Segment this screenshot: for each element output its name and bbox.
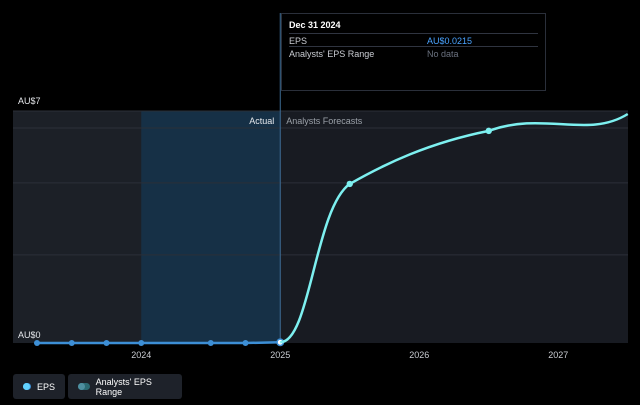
forecast-line bbox=[279, 112, 629, 344]
tooltip-date: Dec 31 2024 bbox=[289, 20, 341, 30]
eps-point bbox=[207, 340, 214, 346]
hover-tooltip: Dec 31 2024 EPS AU$0.0215 Analysts' EPS … bbox=[281, 13, 546, 91]
tooltip-row-eps: EPS AU$0.0215 bbox=[289, 33, 538, 47]
tooltip-row-range: Analysts' EPS Range No data bbox=[289, 46, 538, 60]
forecast-point bbox=[346, 180, 353, 188]
eps-swatch-icon bbox=[23, 383, 31, 390]
eps-point bbox=[138, 340, 145, 346]
x-tick-label: 2026 bbox=[409, 350, 429, 360]
forecast-label: Analysts Forecasts bbox=[286, 116, 363, 126]
highlight-band bbox=[141, 111, 281, 343]
eps-point bbox=[103, 340, 110, 346]
legend-label-range: Analysts' EPS Range bbox=[95, 376, 152, 397]
y-tick-label: AU$0 bbox=[18, 330, 41, 340]
tooltip-label-range: Analysts' EPS Range bbox=[289, 49, 375, 59]
x-tick-label: 2027 bbox=[548, 350, 568, 360]
range-swatch-icon bbox=[78, 383, 90, 390]
legend-item-range[interactable]: Analysts' EPS Range bbox=[68, 374, 182, 399]
legend-label-eps: EPS bbox=[36, 381, 55, 392]
tooltip-value-range: No data bbox=[427, 49, 459, 59]
actual-label: Actual bbox=[249, 116, 274, 126]
eps-point bbox=[68, 340, 75, 346]
x-tick-label: 2025 bbox=[270, 350, 290, 360]
tooltip-value-eps: AU$0.0215 bbox=[427, 36, 473, 46]
legend-item-eps[interactable]: EPS bbox=[13, 374, 65, 399]
eps-point bbox=[34, 340, 40, 346]
x-tick-label: 2024 bbox=[131, 350, 151, 360]
eps-point bbox=[242, 340, 249, 346]
tooltip-label-eps: EPS bbox=[289, 36, 308, 46]
forecast-point bbox=[485, 127, 492, 135]
y-tick-label: AU$7 bbox=[18, 96, 41, 106]
